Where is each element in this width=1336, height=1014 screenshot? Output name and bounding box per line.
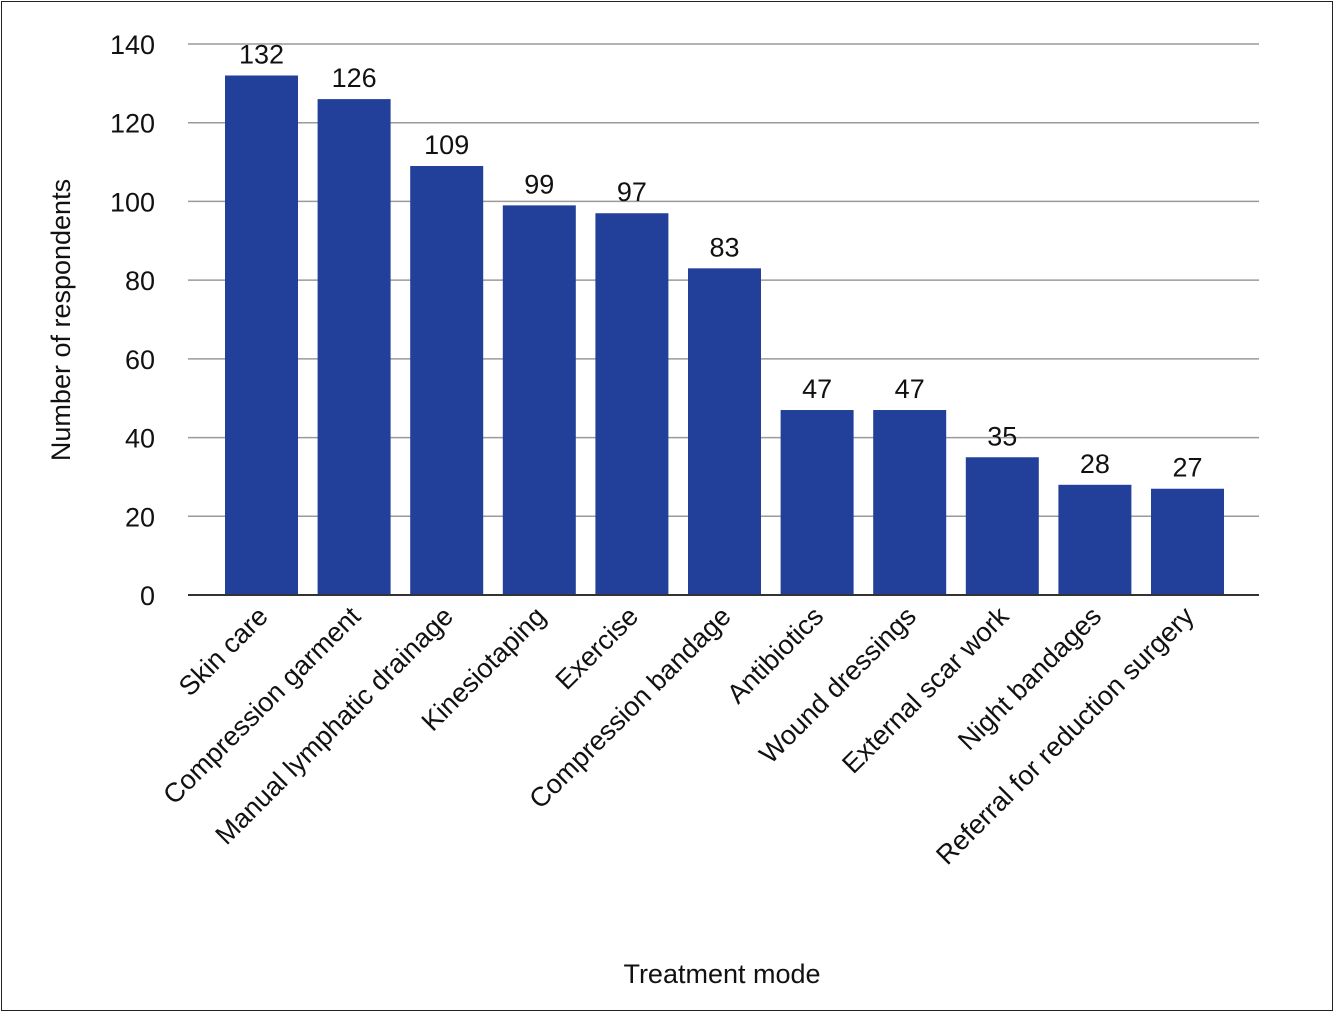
category-label: Wound dressings: [754, 601, 922, 769]
bar: [965, 457, 1039, 595]
data-label: 97: [617, 177, 647, 207]
bar: [1058, 484, 1132, 595]
y-tick-label: 40: [125, 424, 155, 454]
data-label: 126: [332, 63, 377, 93]
data-label: 47: [802, 374, 832, 404]
data-label: 27: [1172, 453, 1202, 483]
y-tick-labels: 0 20 40 60 80 100 120 140: [110, 30, 155, 611]
y-tick-label: 20: [125, 502, 155, 532]
bar: [317, 99, 391, 595]
y-tick-label: 0: [140, 581, 155, 611]
y-tick-label: 100: [110, 187, 155, 217]
bar: [873, 410, 947, 595]
bar: [688, 268, 761, 595]
data-label: 109: [424, 130, 469, 160]
y-axis-title: Number of respondents: [46, 179, 76, 461]
data-labels: 132 126 109 99 97 83 47 47 35 28 27: [239, 39, 1203, 482]
data-label: 28: [1080, 449, 1110, 479]
category-label: External scar work: [836, 601, 1015, 780]
bar: [225, 75, 298, 595]
y-tick-label: 60: [125, 345, 155, 375]
data-label: 83: [709, 232, 739, 262]
bar: [502, 205, 576, 595]
data-label: 47: [895, 374, 925, 404]
y-tick-label: 120: [110, 109, 155, 139]
data-label: 132: [239, 39, 284, 69]
data-label: 99: [524, 169, 554, 199]
bar: [595, 213, 669, 595]
y-tick-label: 140: [110, 30, 155, 60]
bar: [410, 166, 484, 595]
data-label: 35: [987, 421, 1017, 451]
y-tick-label: 80: [125, 266, 155, 296]
bars: [225, 75, 1224, 595]
bar: [1151, 488, 1224, 595]
x-axis-title: Treatment mode: [623, 959, 820, 989]
category-label: Exercise: [550, 601, 644, 695]
bar: [780, 410, 854, 595]
